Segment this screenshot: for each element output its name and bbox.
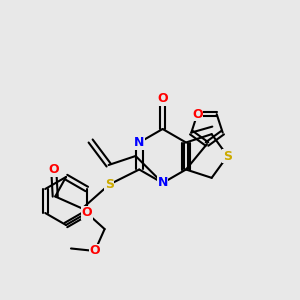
Text: O: O: [192, 108, 202, 121]
Text: O: O: [157, 92, 168, 106]
Text: S: S: [223, 149, 232, 163]
Text: O: O: [82, 206, 92, 220]
Text: O: O: [48, 163, 59, 176]
Text: N: N: [158, 176, 168, 190]
Text: S: S: [105, 178, 114, 191]
Text: O: O: [89, 244, 100, 257]
Text: N: N: [134, 136, 144, 149]
